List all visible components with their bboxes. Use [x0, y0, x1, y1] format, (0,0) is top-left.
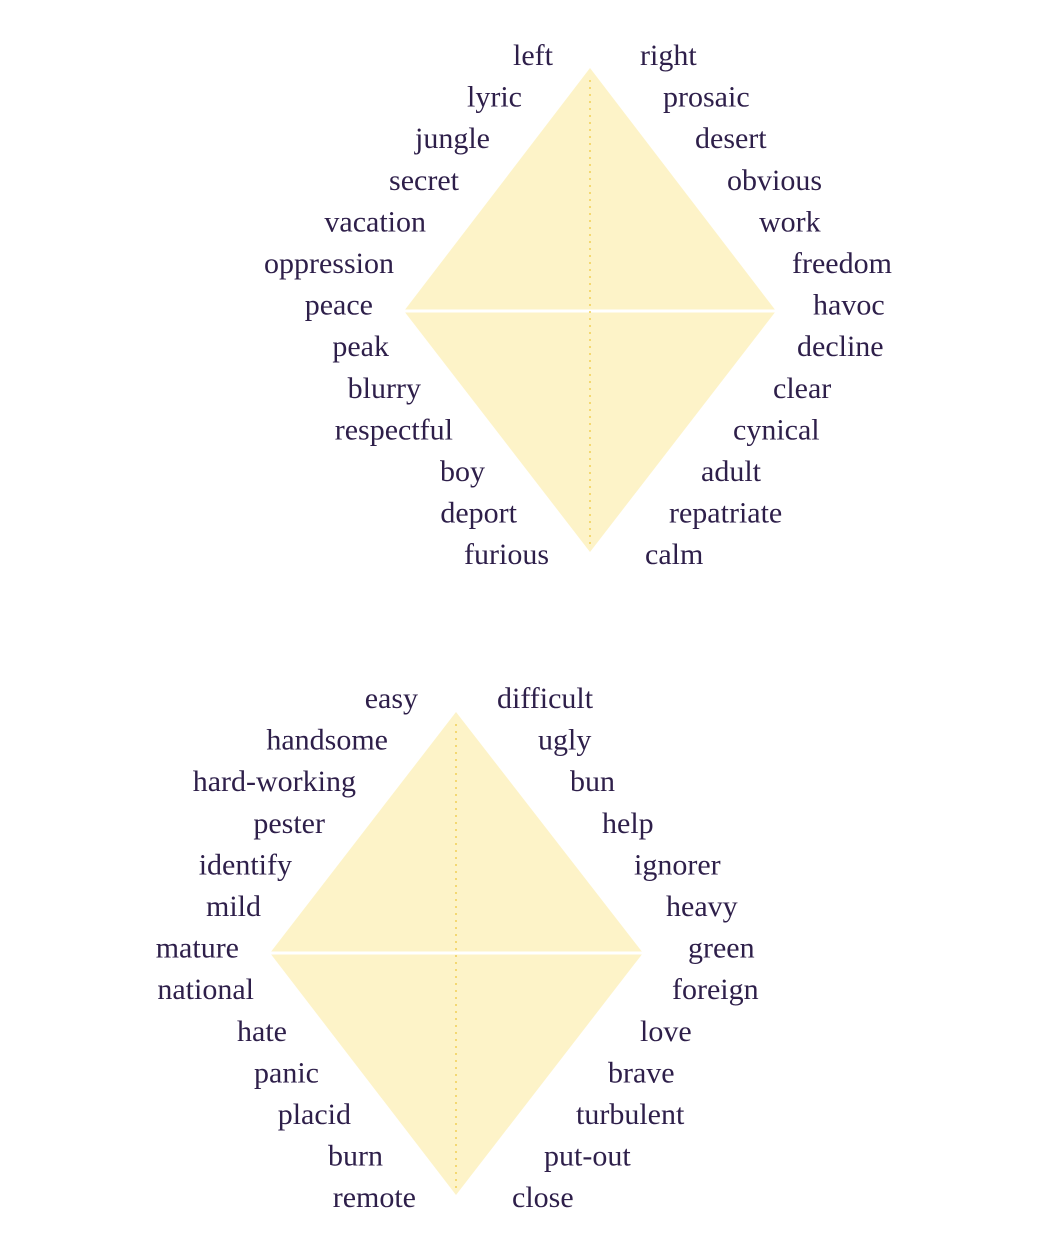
left-word: handsome: [266, 724, 388, 757]
right-word: freedom: [792, 247, 892, 280]
right-word: adult: [701, 455, 762, 488]
left-word: furious: [464, 538, 549, 571]
left-word: jungle: [414, 122, 490, 155]
left-word: blurry: [348, 372, 421, 405]
left-word: placid: [278, 1098, 351, 1131]
right-word: obvious: [727, 164, 822, 197]
diamond-2-left-words: easy handsome hard-working pester identify mi…: [156, 682, 418, 1214]
diamond-1-right-words: right prosaic desert obvious work freedom havo…: [640, 39, 892, 571]
right-word: ignorer: [634, 848, 721, 881]
left-word: easy: [365, 682, 418, 715]
right-word: help: [602, 807, 654, 840]
right-word: desert: [695, 122, 767, 155]
left-word: burn: [328, 1140, 383, 1173]
left-word: peak: [332, 330, 389, 363]
right-word: difficult: [497, 682, 594, 715]
left-word: boy: [440, 455, 485, 488]
left-word: national: [157, 973, 254, 1006]
diamond-2-right-words: difficult ugly bun help ignorer heavy green for…: [497, 682, 759, 1214]
left-word: pester: [253, 807, 325, 840]
left-word: left: [513, 39, 554, 72]
left-word: oppression: [264, 247, 394, 280]
right-word: prosaic: [663, 81, 750, 114]
left-word: vacation: [324, 205, 426, 238]
right-word: bun: [570, 765, 615, 798]
left-word: hate: [237, 1015, 287, 1048]
right-word: foreign: [672, 973, 759, 1006]
left-word: secret: [389, 164, 460, 197]
right-word: heavy: [666, 890, 738, 923]
left-word: identify: [199, 848, 292, 881]
right-word: right: [640, 39, 697, 72]
right-word: close: [512, 1181, 574, 1214]
left-word: peace: [305, 289, 373, 322]
right-word: green: [688, 932, 755, 965]
right-word: decline: [797, 330, 884, 363]
right-word: work: [759, 205, 821, 238]
diamond-diagram-1: left lyric jungle secret vacation oppression p…: [264, 39, 892, 571]
left-word: lyric: [467, 81, 522, 114]
left-word: respectful: [335, 413, 453, 446]
right-word: clear: [773, 372, 831, 405]
left-word: mature: [156, 932, 239, 965]
right-word: turbulent: [576, 1098, 685, 1131]
left-word: mild: [206, 890, 261, 923]
right-word: repatriate: [669, 497, 782, 530]
left-word: remote: [333, 1181, 416, 1214]
right-word: calm: [645, 538, 703, 571]
right-word: cynical: [733, 413, 820, 446]
right-word: brave: [608, 1056, 675, 1089]
left-word: deport: [440, 497, 517, 530]
right-word: love: [640, 1015, 692, 1048]
diamond-1-left-words: left lyric jungle secret vacation oppression p…: [264, 39, 554, 571]
right-word: put-out: [544, 1140, 631, 1173]
right-word: havoc: [813, 289, 885, 322]
left-word: panic: [254, 1056, 319, 1089]
left-word: hard-working: [193, 765, 356, 798]
right-word: ugly: [538, 724, 591, 757]
diamond-diagram-2: easy handsome hard-working pester identify mi…: [156, 682, 759, 1214]
